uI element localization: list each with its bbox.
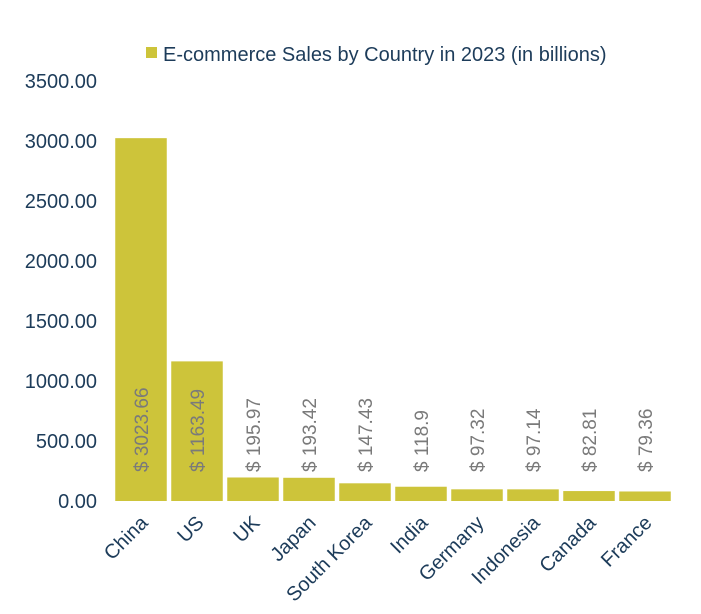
y-tick-label: 2500.00 (25, 191, 97, 213)
legend-label: E-commerce Sales by Country in 2023 (in … (163, 44, 607, 66)
x-tick-label: US (173, 512, 208, 547)
bar (339, 483, 391, 501)
y-tick-label: 1000.00 (25, 371, 97, 393)
bar (171, 361, 223, 501)
bar (563, 491, 615, 501)
y-axis: 0.00 500.00 1000.00 1500.00 2000.00 2500.00 30… (25, 71, 97, 513)
y-tick-label: 0.00 (58, 491, 97, 513)
legend-swatch (146, 47, 157, 58)
data-label: $ 82.81 (580, 409, 601, 472)
data-label: $ 79.36 (636, 409, 657, 472)
x-tick-label: Japan (266, 512, 320, 566)
y-tick-label: 500.00 (36, 431, 97, 453)
bar (227, 477, 279, 501)
y-tick-label: 3000.00 (25, 131, 97, 153)
data-labels: $ 3023.66 $ 1163.49 $ 195.97 $ 193.42 $ 147.… (132, 387, 657, 472)
y-tick-label: 1500.00 (25, 311, 97, 333)
data-label: $ 3023.66 (132, 387, 153, 472)
data-label: $ 97.14 (524, 408, 545, 472)
y-tick-label: 3500.00 (25, 71, 97, 93)
bar (507, 489, 559, 501)
x-tick-label: France (597, 512, 657, 572)
x-tick-label: India (386, 511, 433, 558)
bar (619, 491, 671, 501)
bar (283, 477, 335, 501)
bars (115, 138, 671, 501)
y-tick-label: 2000.00 (25, 251, 97, 273)
bar (451, 489, 503, 501)
x-tick-label: China (100, 511, 153, 564)
x-tick-label: Canada (535, 511, 601, 577)
data-label: $ 147.43 (356, 398, 377, 472)
bar (395, 486, 447, 501)
x-tick-label: UK (229, 512, 265, 548)
data-label: $ 97.32 (468, 409, 489, 472)
data-label: $ 118.9 (412, 410, 433, 472)
data-label: $ 193.42 (300, 398, 321, 472)
data-label: $ 1163.49 (188, 389, 209, 472)
data-label: $ 195.97 (244, 398, 265, 472)
legend: E-commerce Sales by Country in 2023 (in … (146, 44, 607, 66)
bar (115, 138, 167, 501)
